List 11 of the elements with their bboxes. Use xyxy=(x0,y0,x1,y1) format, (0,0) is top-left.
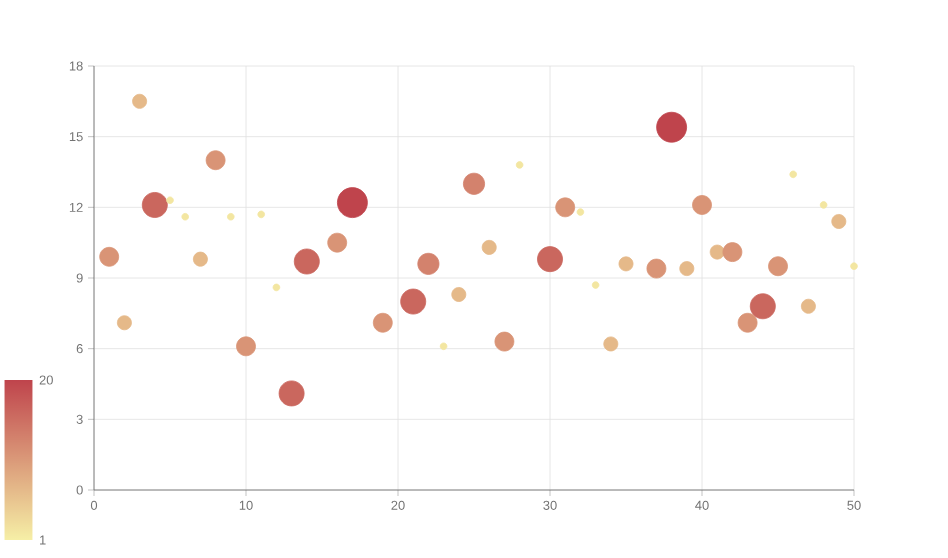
point xyxy=(451,287,467,302)
point xyxy=(481,239,497,255)
point xyxy=(709,244,725,260)
point xyxy=(800,298,816,314)
point xyxy=(618,256,634,272)
point xyxy=(192,251,208,267)
point xyxy=(116,315,132,331)
point xyxy=(679,261,695,277)
point xyxy=(603,336,619,352)
point xyxy=(831,214,847,229)
point xyxy=(132,93,148,109)
